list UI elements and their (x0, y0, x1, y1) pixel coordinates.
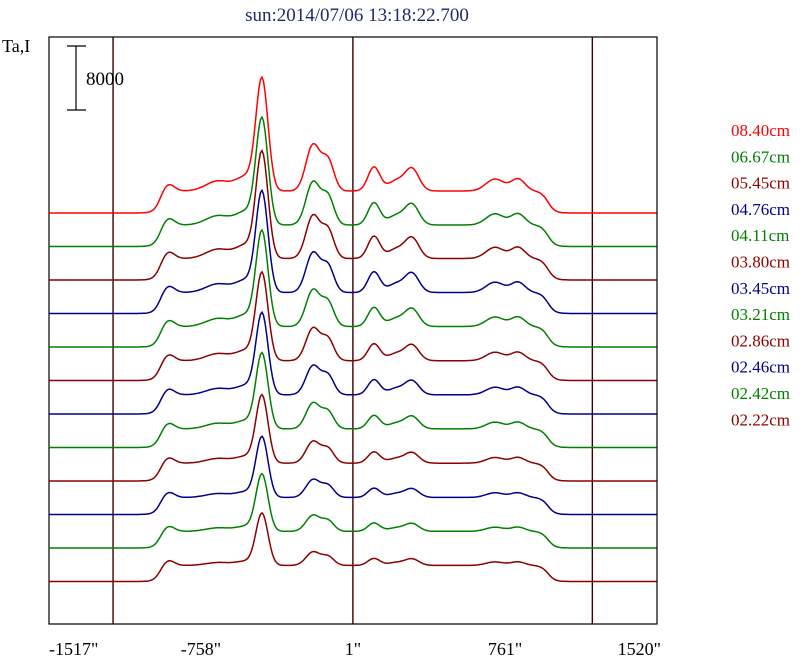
legend-entry: 02.22cm (731, 410, 790, 429)
reference-lines (112, 37, 594, 624)
legend-entry: 04.76cm (731, 200, 790, 219)
scale-bar: 8000 (67, 45, 124, 111)
legend-entry: 06.67cm (731, 147, 790, 166)
series-line-08.40cm (49, 75, 657, 214)
legend-entry: 04.11cm (731, 226, 789, 245)
y-axis-label: Ta,I (2, 36, 30, 56)
series-line-04.76cm (49, 188, 657, 315)
scale-bar-label: 8000 (86, 69, 124, 90)
x-tick-label: 761" (488, 639, 522, 659)
traces (49, 75, 657, 583)
legend-entry: 03.80cm (731, 253, 790, 272)
legend-entry: 03.45cm (731, 279, 790, 298)
legend-entry: 05.45cm (731, 174, 790, 193)
legend-entry: 03.21cm (731, 305, 790, 324)
series-line-03.80cm (49, 270, 657, 382)
legend: 08.40cm 06.67cm 05.45cm 04.76cm 04.11cm 03.80… (731, 121, 790, 429)
series-line-04.11cm (49, 228, 657, 348)
legend-entry: 02.42cm (731, 384, 790, 403)
x-tick-labels: -1517" -758" 1" 761" 1520" (49, 639, 661, 659)
x-tick-label: 1" (345, 639, 361, 659)
series-line-06.67cm (49, 115, 657, 248)
x-tick-label: 1520" (618, 639, 661, 659)
series-line-05.45cm (49, 148, 657, 281)
legend-entry: 02.46cm (731, 358, 790, 377)
x-tick-label: -1517" (49, 639, 98, 659)
series-line-03.21cm (49, 351, 657, 449)
series-line-02.46cm (49, 435, 657, 516)
legend-entry: 08.40cm (731, 121, 790, 140)
chart-title: sun:2014/07/06 13:18:22.700 (245, 5, 469, 26)
series-line-02.42cm (49, 472, 657, 549)
series-line-02.86cm (49, 393, 657, 482)
series-line-02.22cm (49, 511, 657, 583)
legend-entry: 02.86cm (731, 331, 790, 350)
x-tick-label: -758" (181, 639, 221, 659)
series-line-03.45cm (49, 310, 657, 415)
